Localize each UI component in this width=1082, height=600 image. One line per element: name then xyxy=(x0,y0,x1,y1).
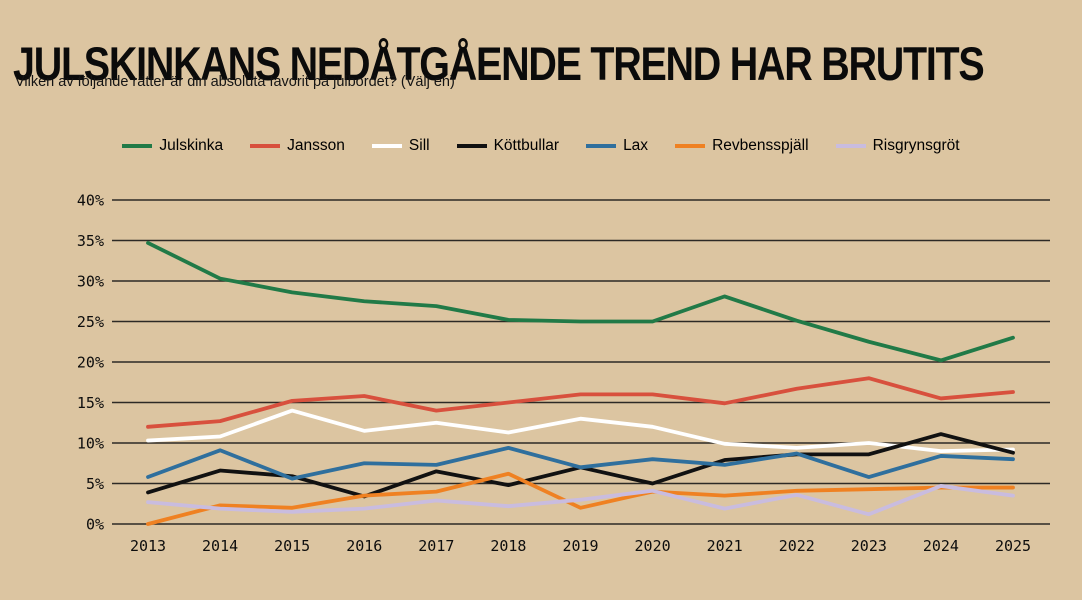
legend-item-jansson: Jansson xyxy=(250,137,345,155)
y-tick-10: 10% xyxy=(77,435,104,453)
x-tick-2015: 2015 xyxy=(274,537,310,555)
legend-label: Revbensspjäll xyxy=(712,137,809,154)
legend-item-lax: Lax xyxy=(586,137,648,155)
legend-swatch-julskinka xyxy=(122,144,153,148)
legend-swatch-sill xyxy=(371,144,402,148)
legend-item-julskinka: Julskinka xyxy=(122,137,223,155)
legend-label: Jansson xyxy=(287,137,345,154)
x-tick-2016: 2016 xyxy=(346,537,382,555)
x-tick-2022: 2022 xyxy=(779,537,815,555)
legend-label: Sill xyxy=(408,137,430,154)
x-tick-2019: 2019 xyxy=(562,537,598,555)
legend-swatch-risgrynsgrot xyxy=(835,144,866,148)
y-tick-30: 30% xyxy=(77,273,104,291)
y-tick-40: 40% xyxy=(77,192,104,210)
y-tick-5: 5% xyxy=(86,475,104,493)
series-line-revbensspjall xyxy=(146,471,1015,526)
legend-item-revbensspjall: Revbensspjäll xyxy=(675,137,809,155)
x-tick-2017: 2017 xyxy=(418,537,454,555)
x-tick-2025: 2025 xyxy=(995,537,1031,555)
gridlines xyxy=(112,199,1050,525)
chart-subtitle-question: Vilken av följande rätter är din absolut… xyxy=(15,74,455,90)
legend-item-risgrynsgrot: Risgrynsgröt xyxy=(835,137,960,155)
legend-label: Lax xyxy=(623,137,649,154)
legend-label: Risgrynsgröt xyxy=(872,137,960,154)
legend-item-sill: Sill xyxy=(371,137,430,155)
series-lines xyxy=(146,241,1015,526)
series-line-julskinka xyxy=(146,241,1015,363)
x-axis-tick-labels: 2013 2014 2015 2016 2017 2018 2019 2020 2021 2022… xyxy=(130,537,1031,555)
page-title: JULSKINKANS NEDÅTGÅENDE TREND HAR BRUTIT… xyxy=(13,37,985,91)
x-tick-2023: 2023 xyxy=(851,537,887,555)
legend-label: Julskinka xyxy=(159,137,224,154)
legend-swatch-revbensspjall xyxy=(675,144,706,148)
legend-swatch-kottbullar xyxy=(456,144,487,148)
y-tick-25: 25% xyxy=(77,313,104,331)
y-tick-0: 0% xyxy=(86,516,104,534)
y-tick-35: 35% xyxy=(77,232,104,250)
x-tick-2018: 2018 xyxy=(490,537,526,555)
x-tick-2020: 2020 xyxy=(635,537,671,555)
legend-item-kottbullar: Köttbullar xyxy=(456,137,560,155)
x-tick-2024: 2024 xyxy=(923,537,959,555)
legend-swatch-jansson xyxy=(250,144,281,148)
y-tick-20: 20% xyxy=(77,354,104,372)
series-line-risgrynsgrot xyxy=(146,484,1015,517)
legend-label: Köttbullar xyxy=(493,137,560,154)
series-line-lax xyxy=(146,445,1015,481)
x-tick-2014: 2014 xyxy=(202,537,238,555)
legend-swatch-lax xyxy=(586,144,617,148)
y-tick-15: 15% xyxy=(77,394,104,412)
x-tick-2013: 2013 xyxy=(130,537,166,555)
y-axis-tick-labels: 0% 5% 10% 15% 20% 25% 30% 35% 40% xyxy=(77,192,104,534)
x-tick-2021: 2021 xyxy=(707,537,743,555)
chart-legend: Julskinka Jansson Sill Köttbullar Lax Revbens… xyxy=(0,137,1082,155)
series-line-jansson xyxy=(146,376,1015,429)
series-line-sill xyxy=(146,408,1015,454)
